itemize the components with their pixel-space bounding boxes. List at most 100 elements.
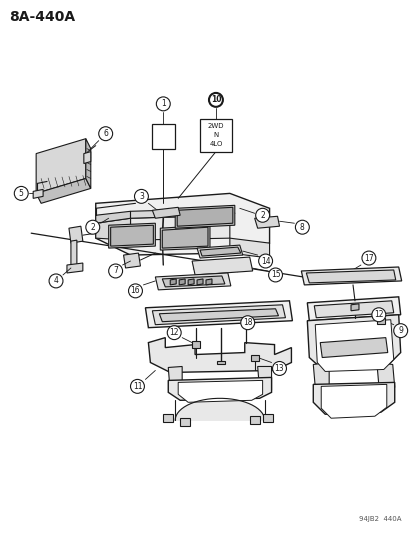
Polygon shape bbox=[148, 337, 291, 373]
Polygon shape bbox=[152, 124, 175, 149]
Polygon shape bbox=[315, 320, 393, 372]
Polygon shape bbox=[180, 418, 190, 426]
Polygon shape bbox=[71, 240, 77, 268]
Polygon shape bbox=[206, 279, 211, 285]
Text: 2: 2 bbox=[260, 211, 264, 220]
Circle shape bbox=[108, 264, 122, 278]
Text: 12: 12 bbox=[373, 310, 383, 319]
Circle shape bbox=[167, 326, 181, 340]
Circle shape bbox=[85, 220, 100, 234]
Polygon shape bbox=[175, 398, 264, 420]
Polygon shape bbox=[197, 279, 202, 285]
Text: 5: 5 bbox=[19, 189, 24, 198]
Polygon shape bbox=[69, 226, 83, 243]
Circle shape bbox=[295, 220, 309, 234]
Text: 6: 6 bbox=[103, 129, 108, 138]
Polygon shape bbox=[152, 305, 285, 325]
Text: 18: 18 bbox=[242, 318, 252, 327]
Polygon shape bbox=[178, 381, 262, 402]
Text: 14: 14 bbox=[260, 256, 270, 265]
Polygon shape bbox=[85, 139, 90, 188]
Polygon shape bbox=[123, 253, 140, 268]
Text: 3: 3 bbox=[139, 192, 144, 201]
Text: 8A-440A: 8A-440A bbox=[9, 10, 75, 25]
Text: 16: 16 bbox=[131, 286, 140, 295]
Polygon shape bbox=[162, 276, 224, 287]
Circle shape bbox=[371, 308, 385, 322]
Text: 1: 1 bbox=[161, 99, 165, 108]
Polygon shape bbox=[301, 267, 401, 285]
Polygon shape bbox=[350, 304, 358, 311]
Polygon shape bbox=[197, 245, 242, 258]
Text: 8: 8 bbox=[299, 223, 304, 232]
Polygon shape bbox=[179, 279, 185, 285]
Polygon shape bbox=[313, 382, 394, 414]
Polygon shape bbox=[108, 223, 155, 248]
Polygon shape bbox=[376, 318, 384, 324]
Text: 94JB2  440A: 94JB2 440A bbox=[358, 515, 401, 522]
Text: 13: 13 bbox=[274, 364, 284, 373]
Polygon shape bbox=[250, 354, 258, 360]
Text: 10: 10 bbox=[210, 95, 221, 104]
Polygon shape bbox=[313, 362, 328, 387]
Circle shape bbox=[258, 254, 272, 268]
Polygon shape bbox=[320, 384, 386, 418]
Polygon shape bbox=[130, 208, 229, 218]
Text: 4LO: 4LO bbox=[209, 141, 222, 147]
Circle shape bbox=[209, 93, 222, 107]
Polygon shape bbox=[313, 301, 393, 318]
Circle shape bbox=[98, 127, 112, 141]
Circle shape bbox=[130, 379, 144, 393]
Polygon shape bbox=[168, 367, 182, 392]
Polygon shape bbox=[36, 179, 90, 203]
Circle shape bbox=[156, 97, 170, 111]
Polygon shape bbox=[199, 247, 240, 256]
Polygon shape bbox=[110, 225, 153, 246]
Circle shape bbox=[272, 361, 286, 375]
Polygon shape bbox=[320, 337, 387, 358]
Polygon shape bbox=[216, 360, 224, 365]
Text: 17: 17 bbox=[363, 254, 373, 263]
Text: N: N bbox=[213, 132, 218, 138]
Text: 2WD: 2WD bbox=[207, 123, 224, 129]
Polygon shape bbox=[83, 151, 90, 164]
Circle shape bbox=[255, 208, 269, 222]
Circle shape bbox=[49, 274, 63, 288]
Polygon shape bbox=[36, 139, 85, 193]
Text: 9: 9 bbox=[397, 326, 402, 335]
Polygon shape bbox=[162, 227, 207, 248]
Text: 11: 11 bbox=[133, 382, 142, 391]
Polygon shape bbox=[249, 416, 259, 424]
Polygon shape bbox=[188, 279, 194, 285]
Polygon shape bbox=[177, 207, 232, 226]
Text: 15: 15 bbox=[270, 270, 280, 279]
Circle shape bbox=[14, 187, 28, 200]
Polygon shape bbox=[168, 377, 271, 400]
Circle shape bbox=[134, 189, 148, 203]
Polygon shape bbox=[152, 207, 180, 218]
Polygon shape bbox=[192, 257, 252, 275]
Text: 7: 7 bbox=[113, 266, 118, 276]
Polygon shape bbox=[192, 341, 199, 348]
Polygon shape bbox=[306, 315, 400, 367]
Polygon shape bbox=[306, 297, 400, 321]
Polygon shape bbox=[159, 309, 278, 322]
Text: 2: 2 bbox=[90, 223, 95, 232]
Text: 12: 12 bbox=[169, 328, 178, 337]
Polygon shape bbox=[254, 216, 279, 228]
Text: 4: 4 bbox=[53, 277, 58, 286]
Polygon shape bbox=[229, 238, 269, 258]
Polygon shape bbox=[130, 215, 229, 240]
Polygon shape bbox=[175, 205, 234, 228]
Polygon shape bbox=[163, 414, 173, 422]
Circle shape bbox=[128, 284, 142, 298]
Polygon shape bbox=[145, 301, 292, 328]
Polygon shape bbox=[170, 279, 176, 285]
Circle shape bbox=[240, 316, 254, 330]
Polygon shape bbox=[95, 218, 130, 240]
Polygon shape bbox=[262, 414, 272, 422]
Polygon shape bbox=[306, 270, 395, 283]
Polygon shape bbox=[199, 119, 231, 151]
Polygon shape bbox=[95, 193, 269, 255]
Circle shape bbox=[393, 324, 407, 337]
